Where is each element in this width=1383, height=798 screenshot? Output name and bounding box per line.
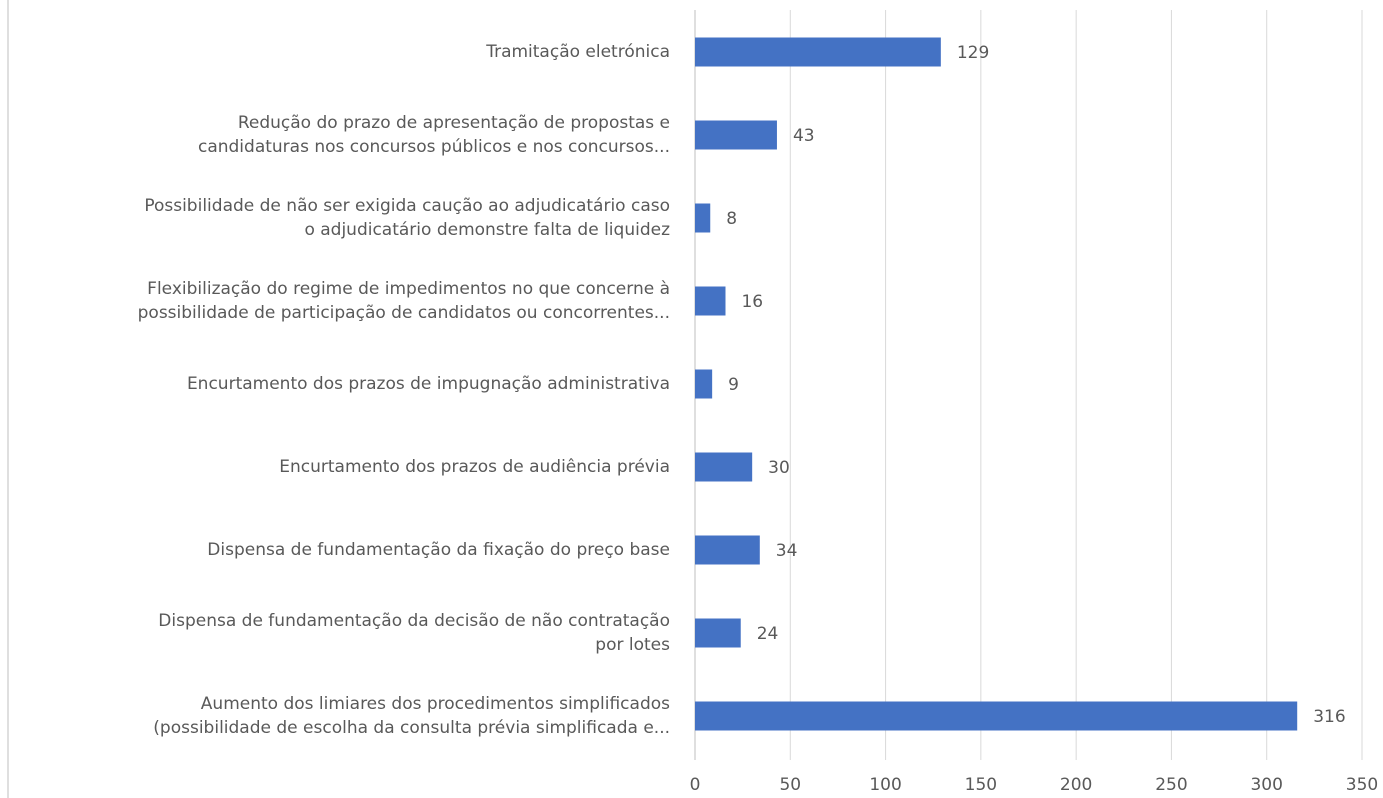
bar: [695, 618, 741, 648]
x-tick-label: 200: [1060, 775, 1092, 795]
bar: [695, 701, 1298, 731]
value-label: 8: [726, 209, 737, 229]
bar: [695, 120, 777, 150]
x-tick-label: 150: [965, 775, 997, 795]
x-tick-label: 250: [1155, 775, 1187, 795]
value-label: 34: [776, 541, 798, 561]
value-label: 9: [728, 375, 739, 395]
y-tick-label: Possibilidade de não ser exigida caução …: [144, 196, 670, 216]
y-tick-label: candidaturas nos concursos públicos e no…: [198, 137, 670, 157]
x-tick-label: 100: [869, 775, 901, 795]
y-tick-label: possibilidade de participação de candida…: [138, 303, 670, 323]
y-tick-label: Encurtamento dos prazos de impugnação ad…: [187, 374, 670, 394]
bar: [695, 37, 941, 67]
x-tick-label: 350: [1346, 775, 1378, 795]
y-tick-label: por lotes: [595, 635, 670, 655]
y-tick-label: Flexibilização do regime de impedimentos…: [147, 279, 670, 299]
bar: [695, 535, 760, 565]
value-label: 16: [741, 292, 763, 312]
y-tick-label: Redução do prazo de apresentação de prop…: [238, 113, 670, 133]
bar: [695, 369, 713, 399]
value-label: 43: [793, 126, 815, 146]
y-tick-label: Dispensa de fundamentação da decisão de …: [158, 611, 670, 631]
bar: [695, 203, 711, 233]
y-tick-label: Aumento dos limiares dos procedimentos s…: [201, 694, 670, 714]
x-tick-label: 50: [779, 775, 801, 795]
y-tick-label: Tramitação eletrónica: [485, 42, 670, 62]
bar: [695, 286, 726, 316]
y-tick-label: o adjudicatário demonstre falta de liqui…: [304, 220, 670, 240]
y-tick-label: (possibilidade de escolha da consulta pr…: [153, 718, 670, 738]
y-tick-label: Dispensa de fundamentação da fixação do …: [207, 540, 670, 560]
value-label: 30: [768, 458, 790, 478]
x-tick-label: 300: [1250, 775, 1282, 795]
value-label: 24: [757, 624, 779, 644]
value-label: 129: [957, 43, 989, 63]
y-tick-label: Encurtamento dos prazos de audiência pré…: [279, 457, 670, 477]
x-tick-label: 0: [690, 775, 701, 795]
value-label: 316: [1313, 707, 1345, 727]
bar: [695, 452, 753, 482]
